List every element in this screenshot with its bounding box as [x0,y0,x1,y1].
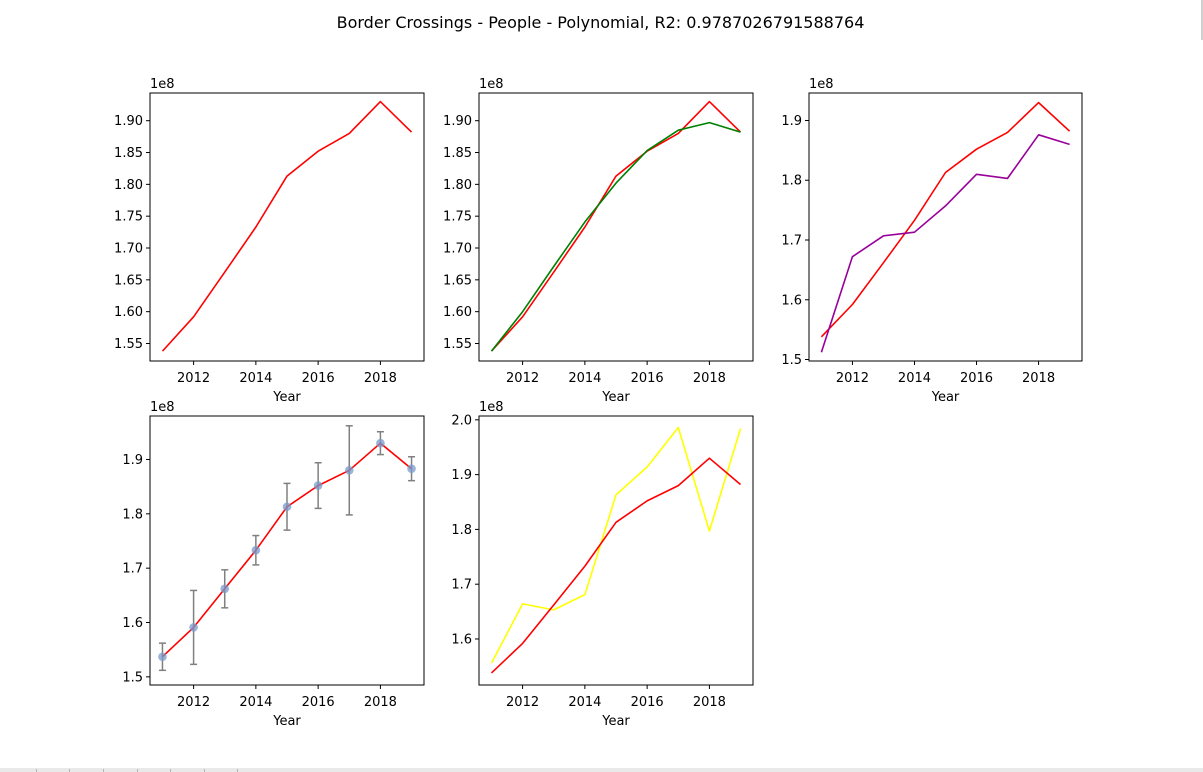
x-tick-label: 2016 [302,695,335,710]
axes-frame [149,415,425,686]
axes-frame [149,92,425,362]
y-offset-label: 1e8 [809,77,834,92]
x-tick-label: 2014 [239,695,272,710]
series-line-actual [490,457,742,674]
data-point [376,438,385,448]
taskbar-segment[interactable] [138,769,171,772]
data-point [282,502,292,512]
series-line-actual [490,100,742,352]
y-tick-label: 1.85 [114,146,143,161]
y-tick-label: 1.85 [443,146,472,161]
y-tick-label: 1.60 [443,305,472,320]
x-tick-label: 2018 [364,695,397,710]
x-tick-label: 2016 [960,371,993,386]
y-tick-label: 1.8 [781,174,802,189]
y-offset-label: 1e8 [479,77,504,92]
x-tick-label: 2014 [239,371,272,386]
x-axis-label: Year [272,714,301,729]
taskbar-segment[interactable] [70,769,104,772]
series-line-pred [490,426,742,664]
y-tick-label: 1.80 [114,178,143,193]
data-point [158,652,167,662]
y-offset-label: 1e8 [150,400,175,415]
y-tick-label: 1.8 [451,523,472,538]
y-tick-label: 1.55 [114,337,143,352]
y-tick-label: 1.65 [443,273,472,288]
data-point [251,545,261,555]
x-tick-label: 2016 [302,371,335,386]
y-tick-label: 1.8 [122,507,143,522]
series-line-actual [161,442,413,658]
y-tick-label: 2.0 [451,413,472,428]
subplot-1: 2012 2014 2016 2018 1.55 1.60 1.65 1.70 1.75 1.80… [114,77,425,405]
data-point [407,464,416,474]
series-line-actual [161,100,413,352]
taskbar-segment[interactable] [37,769,70,772]
y-tick-label: 1.6 [451,632,472,647]
data-point [313,481,323,490]
series-line-fit [490,121,741,352]
window-edge [1201,0,1203,40]
figure-title: Border Crossings - People - Polynomial, … [336,13,865,32]
y-tick-label: 1.80 [443,178,472,193]
y-tick-label: 1.6 [122,616,143,631]
x-tick-label: 2012 [177,371,210,386]
y-tick-label: 1.6 [781,293,802,308]
x-tick-label: 2016 [631,371,664,386]
x-tick-label: 2018 [693,371,726,386]
y-tick-label: 1.65 [114,273,143,288]
x-axis-label: Year [601,390,630,405]
subplot-4: 2012 2014 2016 2018 1.5 1.6 1.7 1.8 1.9 Year 1e8 [122,400,425,729]
subplot-2: 2012 2014 2016 2018 1.55 1.60 1.65 1.70 1.75 1.80… [443,77,754,405]
y-tick-label: 1.9 [781,114,802,129]
x-tick-label: 2014 [568,695,601,710]
y-tick-label: 1.70 [443,242,472,257]
x-axis-label: Year [272,390,301,405]
y-tick-label: 1.7 [781,233,802,248]
y-tick-label: 1.5 [781,353,802,368]
y-tick-label: 1.75 [443,210,472,225]
x-tick-label: 2012 [177,695,210,710]
x-tick-label: 2018 [364,371,397,386]
y-tick-label: 1.70 [114,242,143,257]
x-tick-label: 2012 [506,371,539,386]
data-point [189,623,198,632]
x-tick-label: 2012 [506,695,539,710]
y-offset-label: 1e8 [150,77,175,92]
y-tick-label: 1.55 [443,337,472,352]
x-tick-label: 2018 [693,695,726,710]
taskbar-segment[interactable] [0,769,37,772]
axes-frame [478,92,754,362]
y-tick-label: 1.9 [451,468,472,483]
y-tick-label: 1.75 [114,210,143,225]
subplot-5: 2012 2014 2016 2018 1.6 1.7 1.8 1.9 2.0 Year 1e8 [451,400,754,729]
data-point [344,466,354,475]
x-tick-label: 2014 [898,371,931,386]
axes-frame [808,92,1083,362]
y-tick-label: 1.7 [451,578,472,593]
x-axis-label: Year [601,714,630,729]
taskbar [0,768,1203,772]
taskbar-segment[interactable] [205,769,238,772]
x-tick-label: 2012 [836,371,869,386]
y-tick-label: 1.90 [443,114,472,129]
taskbar-segment[interactable] [171,769,205,772]
y-tick-label: 1.9 [122,453,143,468]
x-axis-label: Year [931,390,960,405]
x-tick-label: 2018 [1022,371,1055,386]
subplot-3: 2012 2014 2016 2018 1.5 1.6 1.7 1.8 1.9 Year 1e8 [781,77,1083,405]
y-tick-label: 1.7 [122,562,143,577]
y-tick-label: 1.5 [122,670,143,685]
x-tick-label: 2016 [631,695,664,710]
x-tick-label: 2014 [568,371,601,386]
y-offset-label: 1e8 [479,400,504,415]
taskbar-segment[interactable] [104,769,138,772]
y-tick-label: 1.90 [114,114,143,129]
axes-frame [478,415,754,686]
y-tick-label: 1.60 [114,305,143,320]
series-line-alt [820,134,1070,353]
series-line-actual [820,101,1071,338]
data-point [220,584,230,594]
